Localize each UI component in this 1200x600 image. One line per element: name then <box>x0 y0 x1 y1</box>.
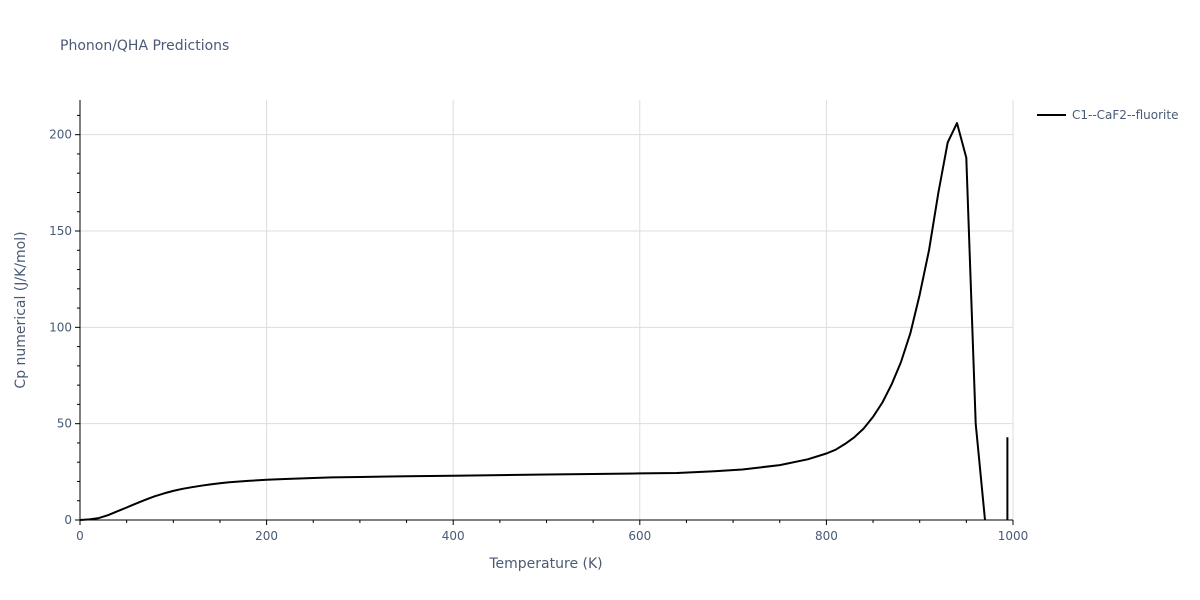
y-tick-label: 150 <box>49 224 72 238</box>
y-tick-label: 0 <box>64 513 72 527</box>
y-tick-label: 50 <box>57 417 72 431</box>
x-tick-label: 0 <box>76 529 84 543</box>
x-tick-label: 600 <box>628 529 651 543</box>
x-tick-label: 200 <box>255 529 278 543</box>
x-tick-label: 1000 <box>998 529 1029 543</box>
gridlines <box>80 100 1014 520</box>
series-lines <box>79 122 1009 521</box>
chart-title: Phonon/QHA Predictions <box>60 38 229 54</box>
series-line <box>79 122 986 521</box>
x-axis-title: Temperature (K) <box>488 556 602 572</box>
x-tick-label: 800 <box>815 529 838 543</box>
tick-labels: 0 200 400 600 800 1000 0 50 100 150 200 <box>49 128 1028 543</box>
y-axis-title: Cp numerical (J/K/mol) <box>13 231 29 388</box>
legend[interactable]: C1--CaF2--fluorite <box>1037 108 1178 122</box>
y-tick-label: 100 <box>49 320 72 334</box>
x-tick-label: 400 <box>442 529 465 543</box>
legend-label: C1--CaF2--fluorite <box>1072 108 1178 122</box>
y-tick-label: 200 <box>49 128 72 142</box>
axes <box>75 100 1014 525</box>
